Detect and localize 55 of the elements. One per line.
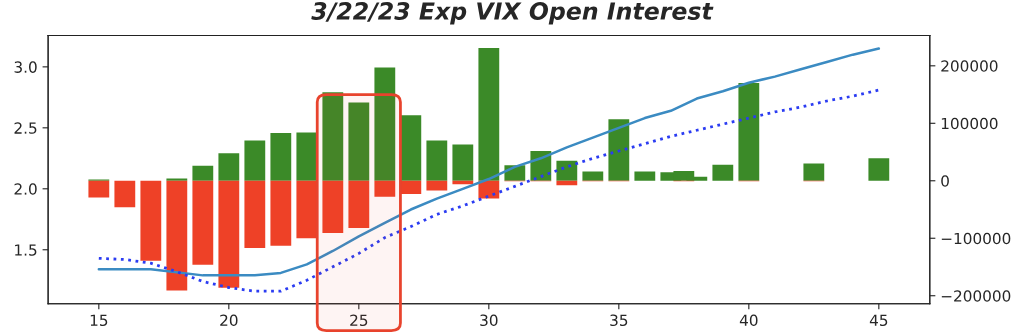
bar xyxy=(803,163,825,181)
bar xyxy=(270,133,292,181)
bar xyxy=(712,164,734,181)
bar xyxy=(140,180,162,261)
y2-tick-label: 200000 xyxy=(941,60,998,72)
bar xyxy=(218,153,240,181)
bar xyxy=(738,83,760,181)
bar xyxy=(478,180,500,199)
x-tick-label: 40 xyxy=(739,314,758,327)
bar xyxy=(88,180,110,198)
y2-tick-label: −100000 xyxy=(941,232,1011,245)
bar xyxy=(634,171,656,181)
y2-tick-label: −200000 xyxy=(941,290,1011,302)
line-series xyxy=(97,47,881,277)
bar xyxy=(348,180,370,228)
bar xyxy=(582,171,604,181)
bar xyxy=(400,180,422,194)
bar xyxy=(374,180,396,197)
bar xyxy=(244,140,266,181)
bar xyxy=(556,160,578,181)
y2-tick-label: 0 xyxy=(941,175,949,187)
bar xyxy=(296,132,318,181)
bar xyxy=(348,102,370,181)
bar xyxy=(296,180,318,239)
bar xyxy=(868,158,890,181)
bar xyxy=(270,180,292,246)
bar xyxy=(244,180,266,249)
line-series xyxy=(97,88,881,293)
bar xyxy=(166,178,188,181)
y2-tick-label: 100000 xyxy=(941,117,998,130)
bar xyxy=(166,180,188,291)
bar xyxy=(192,165,214,181)
bar xyxy=(426,140,448,181)
bar xyxy=(322,92,344,181)
x-tick-label: 15 xyxy=(90,314,108,327)
y-tick-label: 1.5 xyxy=(15,244,37,256)
x-tick-label: 30 xyxy=(480,314,498,327)
y-tick-label: 2.5 xyxy=(14,122,37,134)
bar xyxy=(426,180,448,191)
bar xyxy=(218,180,240,288)
bar xyxy=(608,119,630,181)
x-tick-label: 25 xyxy=(350,314,368,327)
y-tick-label: 2.0 xyxy=(14,183,37,195)
x-tick-label: 45 xyxy=(869,314,888,327)
bar xyxy=(192,180,214,265)
bar xyxy=(400,115,422,181)
bar xyxy=(374,67,396,181)
bar xyxy=(322,180,344,234)
bar xyxy=(452,144,474,181)
chart-title: 3/22/23 Exp VIX Open Interest xyxy=(311,2,714,25)
x-tick-label: 20 xyxy=(220,314,238,327)
bar xyxy=(478,48,500,181)
bar xyxy=(114,180,136,208)
y-tick-label: 3.0 xyxy=(14,61,37,73)
x-tick-label: 35 xyxy=(610,314,628,327)
